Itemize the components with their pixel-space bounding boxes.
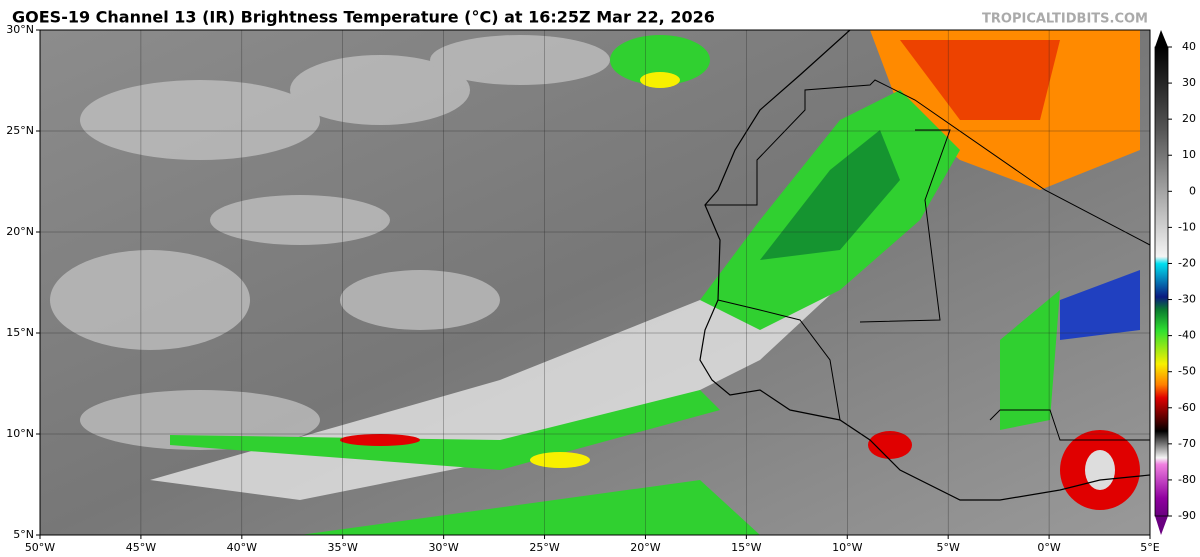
lat-label: 10°N xyxy=(6,427,34,440)
lon-label: 45°W xyxy=(126,541,156,554)
colorbar-tick-label: 40 xyxy=(1182,40,1196,53)
lat-label: 20°N xyxy=(6,225,34,238)
colorbar-tick-label: -20 xyxy=(1178,256,1196,269)
colorbar-tick-label: 0 xyxy=(1189,184,1196,197)
title: GOES-19 Channel 13 (IR) Brightness Tempe… xyxy=(12,8,715,27)
colorbar-tick-label: 10 xyxy=(1182,148,1196,161)
lon-label: 5°E xyxy=(1140,541,1159,554)
map-frame xyxy=(39,29,1151,536)
watermark: TROPICALTIDBITS.COM xyxy=(982,12,1148,27)
colorbar-ticks: 40 30 20 10 0 -10 -20 -30 -40 -50 -60 -70 -80 -90 xyxy=(1168,40,1196,522)
lon-label: 25°W xyxy=(529,541,559,554)
colorbar-tick-label: -30 xyxy=(1178,293,1196,306)
lon-label: 40°W xyxy=(227,541,257,554)
lon-label: 0°W xyxy=(1037,541,1060,554)
colorbar-tick-label: -90 xyxy=(1178,509,1196,522)
colorbar-bottom-extension xyxy=(1155,516,1168,535)
colorbar xyxy=(1154,46,1169,517)
lon-label: 10°W xyxy=(832,541,862,554)
colorbar-tick-label: 30 xyxy=(1182,76,1196,89)
satellite-image xyxy=(40,30,1150,535)
lon-label: 20°W xyxy=(630,541,660,554)
lat-label: 25°N xyxy=(6,124,34,137)
lon-label: 50°W xyxy=(25,541,55,554)
colorbar-tick-label: -70 xyxy=(1178,437,1196,450)
lon-label: 5°W xyxy=(936,541,959,554)
colorbar-top-extension xyxy=(1155,30,1168,47)
lat-label: 15°N xyxy=(6,326,34,339)
colorbar-tick-label: -10 xyxy=(1178,220,1196,233)
lat-label: 5°N xyxy=(13,528,34,541)
colorbar-tick-label: 20 xyxy=(1182,112,1196,125)
colorbar-tick-label: -40 xyxy=(1178,329,1196,342)
lat-label: 30°N xyxy=(6,23,34,36)
lon-label: 30°W xyxy=(428,541,458,554)
colorbar-tick-label: -50 xyxy=(1178,365,1196,378)
lon-label: 15°W xyxy=(731,541,761,554)
lon-label: 35°W xyxy=(328,541,358,554)
colorbar-tick-label: -60 xyxy=(1178,401,1196,414)
colorbar-tick-label: -80 xyxy=(1178,473,1196,486)
